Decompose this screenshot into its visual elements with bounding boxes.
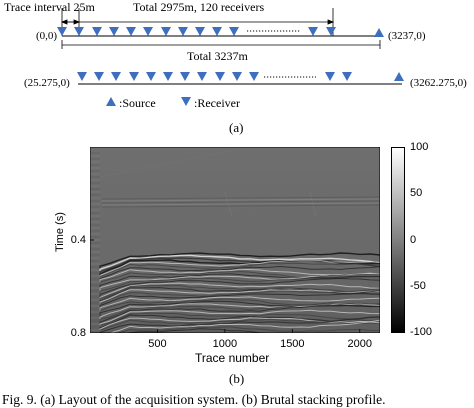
line-1-receivers (57, 27, 336, 36)
colorbar (391, 147, 405, 333)
receiver-marker (92, 27, 102, 36)
source-marker-line-2 (394, 72, 404, 81)
receiver-marker (326, 27, 336, 36)
receiver-marker (111, 72, 121, 81)
acquisition-layout-diagram (57, 8, 404, 106)
line-2-right-coordinate: (3262.275,0) (410, 77, 467, 89)
stacking-profile-figure: Time (s) 500 1000 1500 2000 Trace number (b… (0, 140, 474, 390)
receiver-marker (197, 72, 207, 81)
receiver-marker (77, 72, 87, 81)
legend-source-label: :Source (119, 96, 156, 110)
receiver-marker (215, 72, 225, 81)
trace-interval-label: Trace interval 25m (4, 0, 95, 14)
receiver-marker (180, 72, 190, 81)
receiver-marker (109, 27, 119, 36)
x-axis-label: Trace number (195, 351, 270, 365)
receiver-marker (249, 72, 259, 81)
colorbar-tick-label: -50 (410, 279, 426, 292)
x-tick-label: 1500 (280, 338, 305, 350)
receiver-marker (57, 27, 67, 36)
colorbar-tick-label: 100 (410, 141, 429, 153)
line-1-left-coordinate: (0,0) (36, 30, 58, 42)
receiver-marker (229, 27, 239, 36)
line-2-receivers (77, 72, 352, 81)
panel-a-label: (a) (229, 120, 244, 135)
line-2-left-coordinate: (25.275,0) (24, 77, 70, 89)
legend-receiver-label: :Receiver (194, 96, 240, 110)
y-tick-label: 0.8 (70, 327, 86, 339)
receiver-marker (129, 72, 139, 81)
colorbar-tick-label: 0 (410, 233, 417, 246)
receiver-marker (74, 27, 84, 36)
receiver-marker (195, 27, 205, 36)
x-tick-label: 500 (148, 338, 167, 350)
figure-caption: Fig. 9. (a) Layout of the acquisition sy… (2, 392, 386, 407)
y-tick-label: 0.4 (70, 234, 86, 246)
receiver-marker (161, 27, 171, 36)
receiver-marker (143, 27, 153, 36)
receiver-marker (308, 27, 318, 36)
x-tick-label: 1000 (212, 338, 238, 350)
receiver-marker (212, 27, 222, 36)
total-receivers-label: Total 2975m, 120 receivers (133, 0, 265, 14)
receiver-marker (163, 72, 173, 81)
line-1-right-coordinate: (3237,0) (388, 30, 426, 42)
receiver-marker (232, 72, 242, 81)
legend-source-symbol (106, 97, 116, 106)
axis-tick-marks (90, 239, 361, 333)
receiver-marker (126, 27, 136, 36)
seismic-section-image (90, 147, 380, 333)
y-axis-label: Time (s) (54, 212, 66, 252)
panel-b-label: (b) (229, 371, 245, 386)
total-length-label: Total 3237m (187, 49, 248, 63)
x-tick-label: 2000 (347, 338, 373, 350)
legend-receiver-symbol (181, 97, 191, 106)
receiver-marker (325, 72, 335, 81)
total-length-dimension (61, 40, 381, 49)
receiver-marker (94, 72, 104, 81)
receiver-marker (146, 72, 156, 81)
receiver-marker (342, 72, 352, 81)
colorbar-tick-label: -100 (410, 326, 433, 338)
receiver-marker (178, 27, 188, 36)
colorbar-tick-label: 50 (410, 187, 423, 200)
source-marker-line-1 (374, 28, 384, 37)
